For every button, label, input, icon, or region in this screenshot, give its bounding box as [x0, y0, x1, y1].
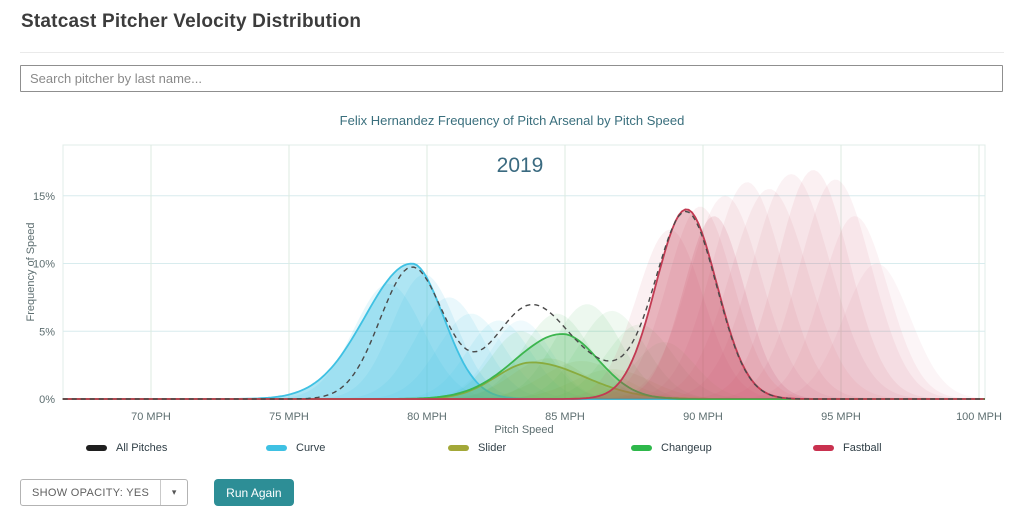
x-tick-label: 95 MPH — [821, 411, 861, 423]
x-tick-label: 70 MPH — [131, 411, 171, 423]
x-tick-label: 75 MPH — [269, 411, 309, 423]
legend-label: Curve — [296, 442, 326, 454]
x-tick-label: 85 MPH — [545, 411, 585, 423]
legend-label: Slider — [478, 442, 507, 454]
legend-item-changeup: Changeup — [631, 440, 712, 456]
ghost-distribution — [62, 313, 984, 399]
legend-item-all-pitches: All Pitches — [86, 440, 167, 456]
ghost-distribution — [62, 216, 984, 399]
ghost-distribution — [62, 331, 984, 399]
chart-canvas: 0% 5% 10% 15% 70 MPH 75 MPH 80 MPH 85 MPH 90 MPH… — [25, 144, 1002, 435]
page-title: Statcast Pitcher Velocity Distribution — [21, 11, 362, 32]
legend-label: Fastball — [843, 442, 882, 454]
ghost-distribution — [62, 195, 984, 399]
series-area-changeup — [62, 334, 984, 399]
y-tick-label: 10% — [33, 259, 55, 271]
legend-item-fastball: Fastball — [813, 440, 882, 456]
x-tick-label: 100 MPH — [956, 411, 1002, 423]
year-annotation: 2019 — [497, 154, 544, 177]
ghost-distribution — [62, 174, 984, 399]
ghost-distribution — [62, 313, 984, 399]
y-tick-label: 0% — [39, 394, 55, 406]
legend-swatch-icon — [448, 445, 469, 451]
legend-item-curve: Curve — [266, 440, 325, 456]
y-axis-label: Frequency of Speed — [25, 222, 37, 321]
ghost-distribution — [62, 320, 984, 399]
ghost-distribution — [62, 320, 984, 399]
x-tick-label: 90 MPH — [683, 411, 723, 423]
chart-legend: All Pitches Curve Slider Changeup Fastball — [0, 440, 1024, 460]
y-tick-label: 5% — [39, 326, 55, 338]
legend-swatch-icon — [86, 445, 107, 451]
ghost-distribution — [62, 263, 984, 399]
legend-swatch-icon — [631, 445, 652, 451]
ghost-distribution — [62, 182, 984, 399]
ghost-distribution — [62, 216, 984, 399]
ghost-distribution — [62, 358, 984, 399]
ghost-distribution — [62, 361, 984, 399]
legend-label: All Pitches — [116, 442, 168, 454]
ghost-distribution — [62, 179, 984, 399]
caret-down-icon: ▾ — [160, 480, 187, 505]
chart-title: Felix Hernandez Frequency of Pitch Arsen… — [339, 113, 685, 128]
y-tick-label: 15% — [33, 191, 55, 203]
legend-item-slider: Slider — [448, 440, 506, 456]
series-area-slider — [62, 362, 984, 399]
header-divider — [20, 52, 1004, 53]
x-axis-label: Pitch Speed — [494, 424, 553, 435]
x-tick-label: 80 MPH — [407, 411, 447, 423]
legend-swatch-icon — [266, 445, 287, 451]
ghost-distribution — [62, 170, 984, 399]
show-opacity-label: SHOW OPACITY: YES — [32, 486, 150, 499]
show-opacity-select[interactable]: SHOW OPACITY: YES ▾ — [20, 479, 189, 506]
all-pitches-line — [62, 210, 984, 400]
legend-label: Changeup — [661, 442, 712, 454]
ghost-distribution — [62, 189, 984, 399]
legend-swatch-icon — [813, 445, 834, 451]
run-again-button[interactable]: Run Again — [214, 479, 294, 506]
ghost-distribution — [62, 206, 984, 399]
search-input[interactable] — [20, 65, 1003, 92]
controls-bar: SHOW OPACITY: YES ▾ Run Again — [20, 479, 294, 507]
